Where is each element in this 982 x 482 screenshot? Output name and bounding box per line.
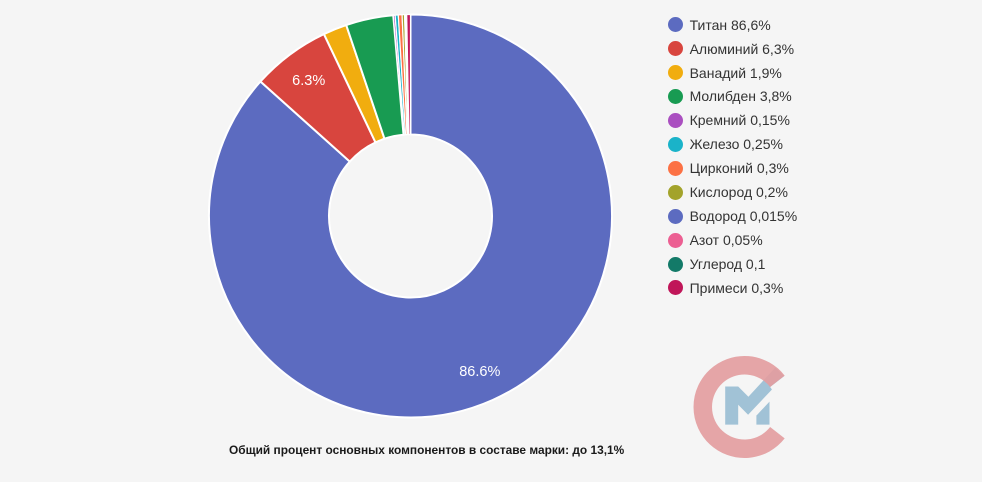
svg-text:6.3%: 6.3%: [292, 73, 325, 89]
svg-text:86.6%: 86.6%: [459, 364, 500, 380]
